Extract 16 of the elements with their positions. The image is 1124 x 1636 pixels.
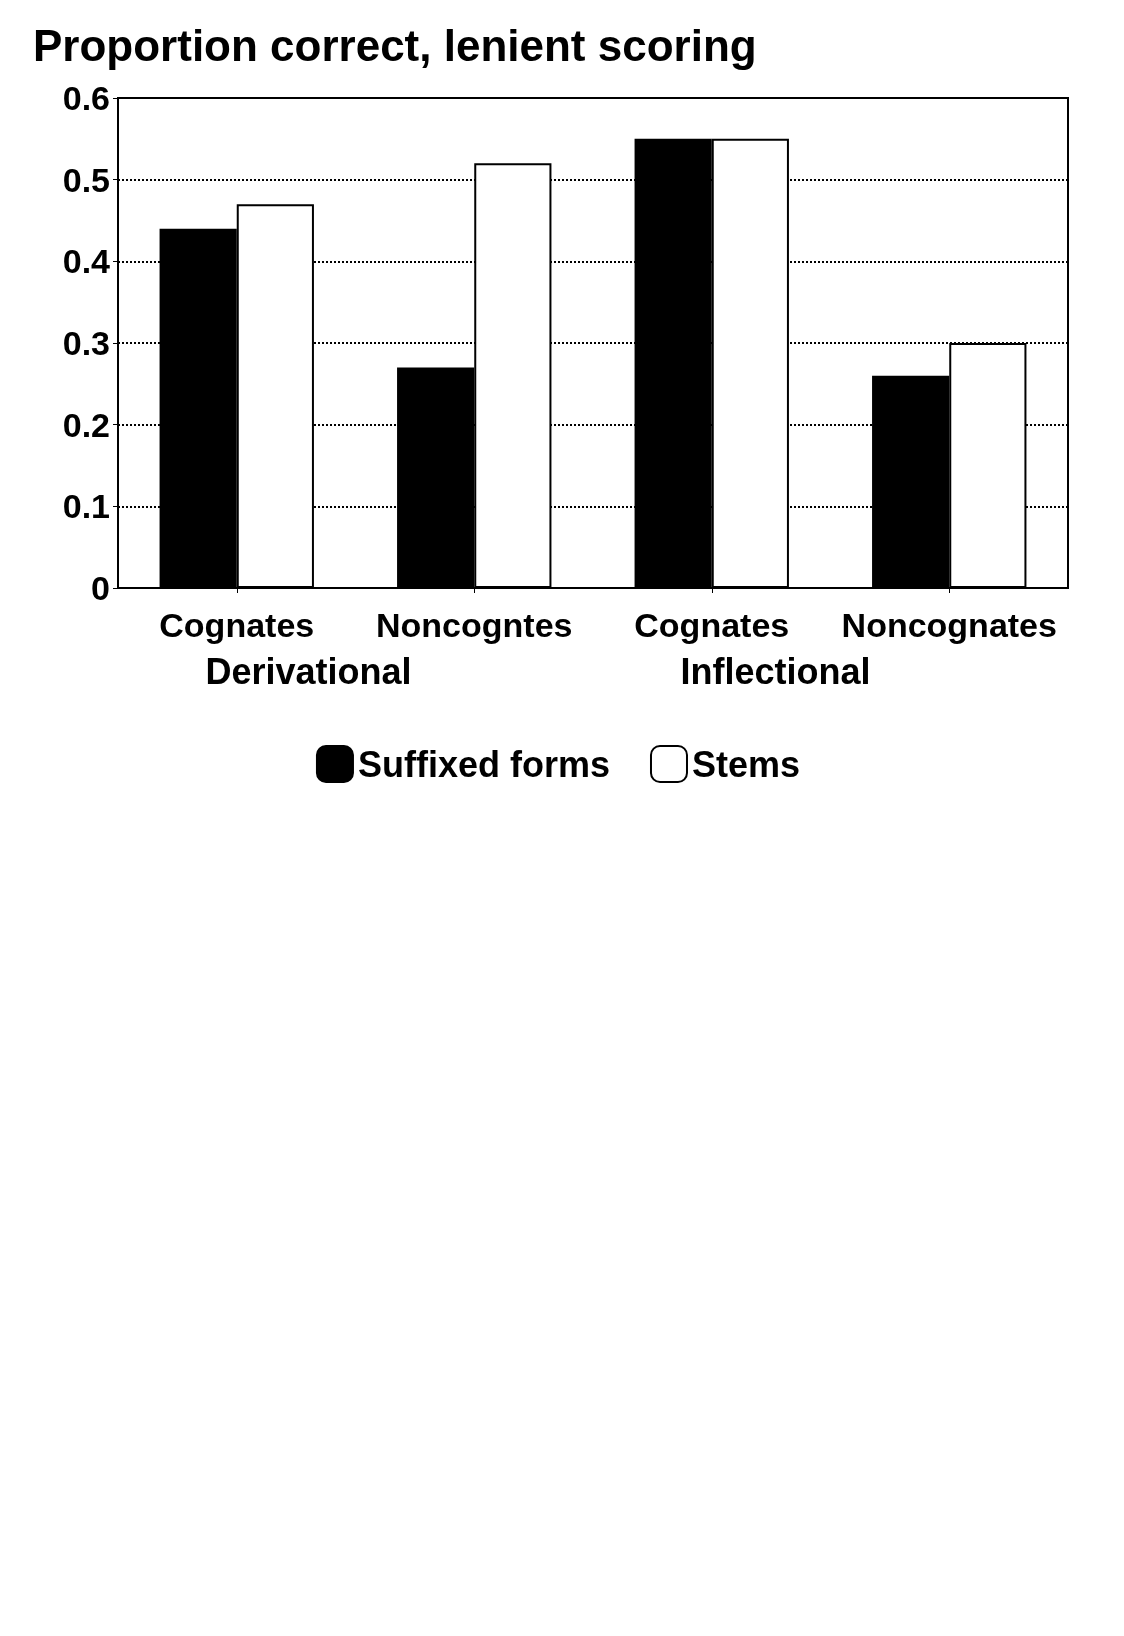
- y-tick-label: 0.1: [62, 487, 110, 526]
- y-tick-label: 0.2: [62, 405, 110, 444]
- chart-title: Proportion correct, lenient scoring: [33, 20, 757, 70]
- legend-label: Stems: [691, 743, 801, 785]
- text: Derivational: [205, 650, 412, 692]
- y-tick-label: 0.5: [62, 160, 110, 199]
- x-tick-label: Cognates: [634, 606, 790, 644]
- legend-label: Suffixed forms: [357, 743, 610, 785]
- x-tick-label: Noncogntes: [376, 606, 573, 644]
- y-tick-label: 0.6: [62, 79, 110, 117]
- x-tick-label: Cognates: [159, 606, 315, 644]
- y-tick-label: 0.4: [62, 242, 111, 281]
- text: Inflectional: [680, 650, 871, 692]
- y-tick-label: 0.3: [62, 324, 110, 362]
- x-tick-label: Noncognates: [841, 606, 1057, 644]
- y-tick-label: 0: [91, 569, 110, 607]
